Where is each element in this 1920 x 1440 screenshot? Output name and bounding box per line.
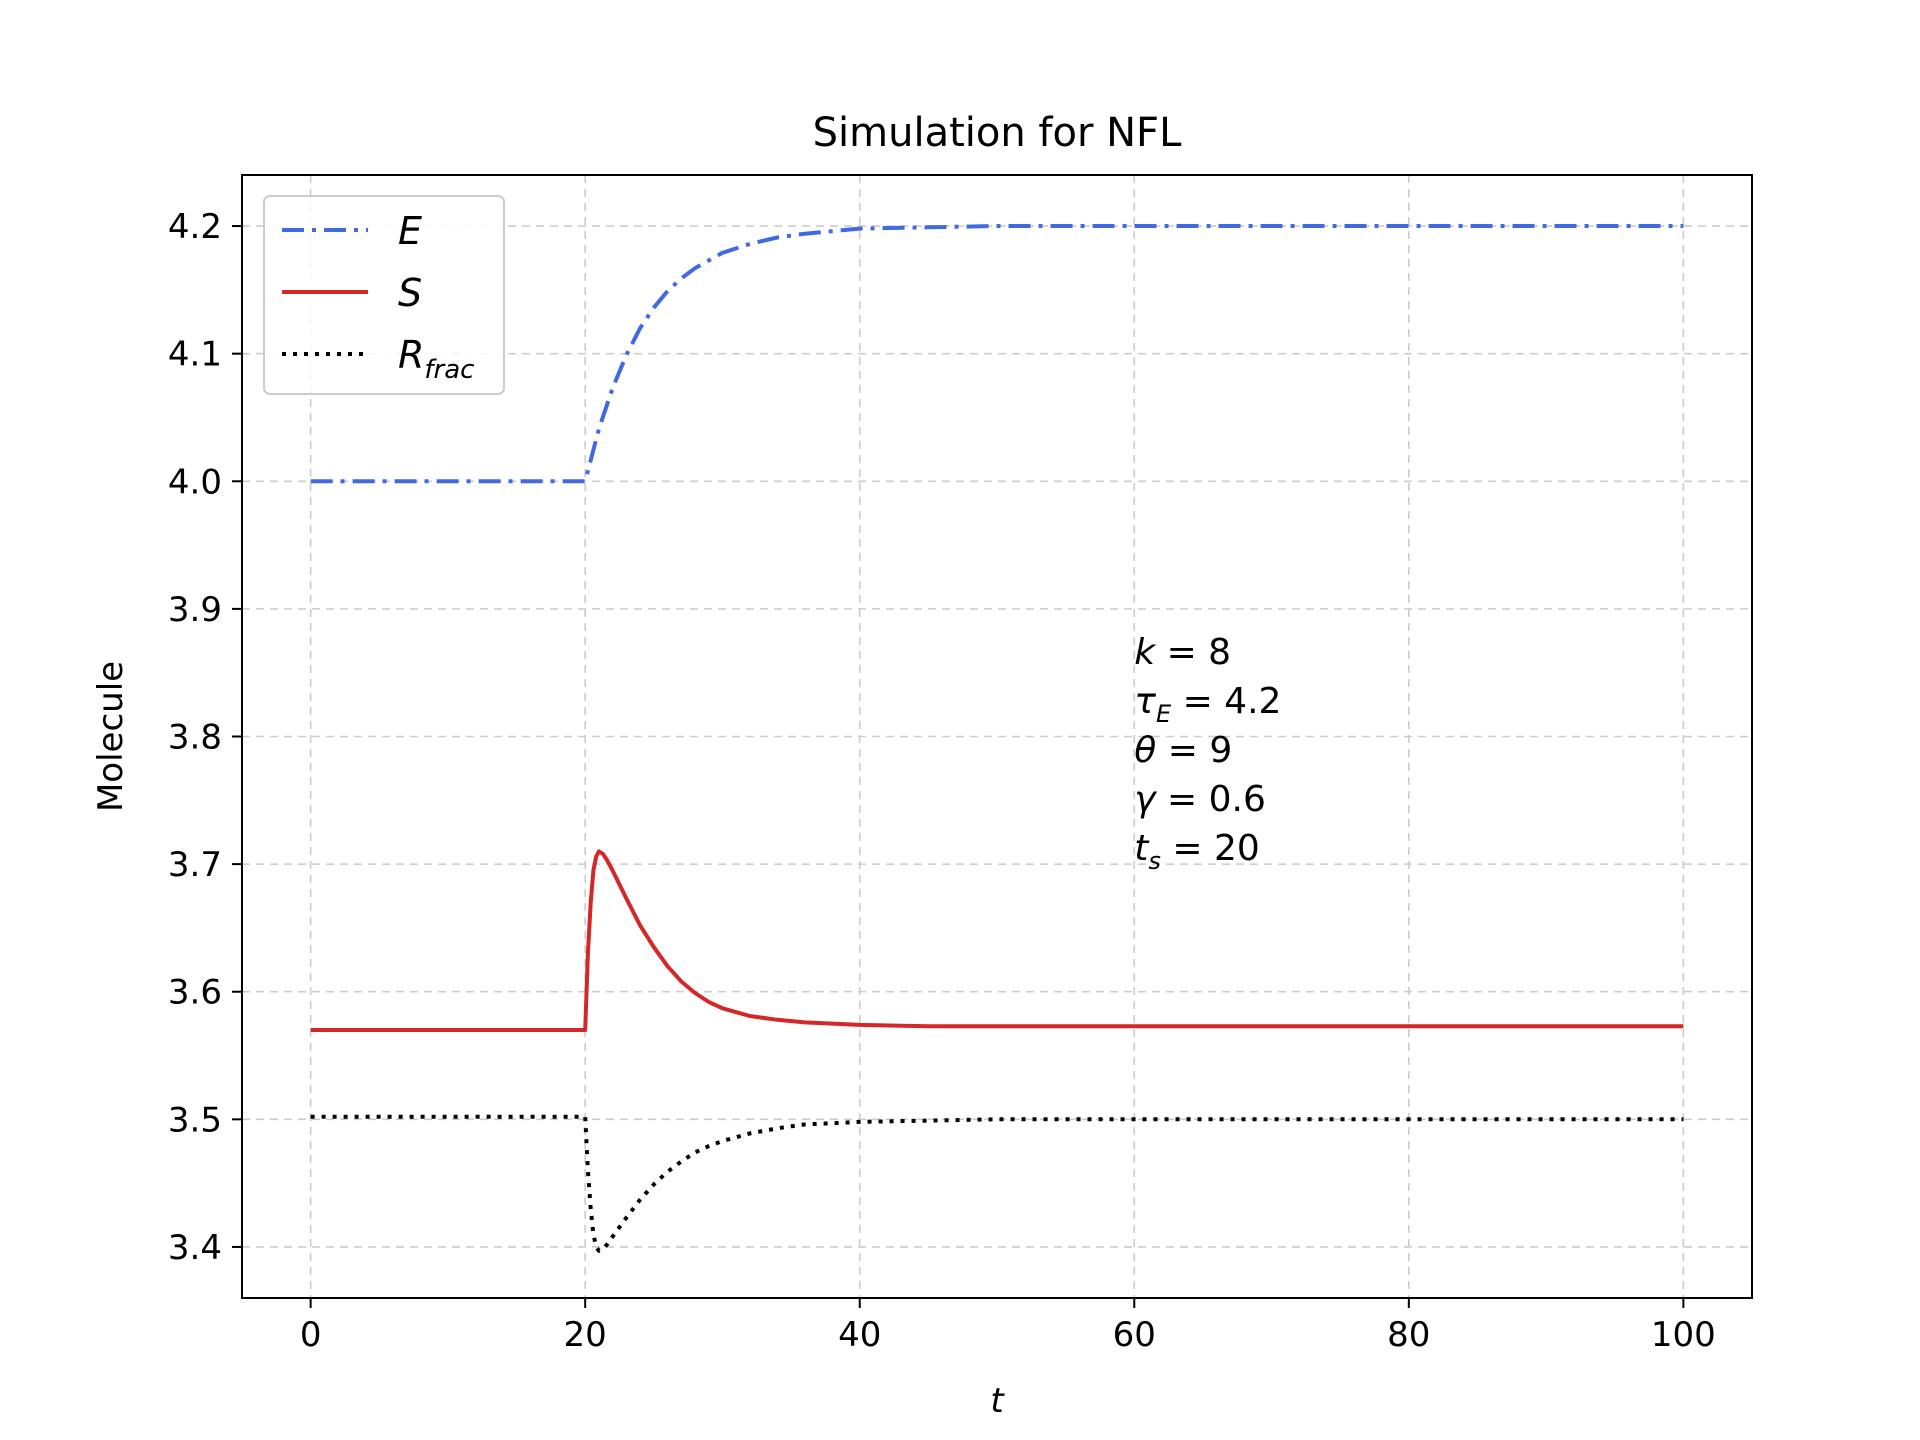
- x-tick-label: 0: [300, 1315, 322, 1355]
- x-tick-label: 40: [838, 1315, 881, 1355]
- parameter-annotation: k = 8 τE = 4.2θ = 9 γ = 0.6 ts = 20: [1134, 632, 1281, 875]
- parameter-line: γ = 0.6: [1134, 779, 1266, 820]
- axis-ticks: 0 20 40 60 80 100 3.4 3.5 3.6 3.7 3.8 3.9 4.0 4.1 4.2: [168, 207, 1716, 1355]
- y-tick-label: 3.5: [168, 1100, 222, 1140]
- parameter-line: τE = 4.2: [1134, 681, 1281, 728]
- y-axis-label: Molecule: [91, 661, 131, 812]
- x-tick-label: 100: [1651, 1315, 1716, 1355]
- legend-label: S: [398, 271, 422, 315]
- series-line-r-frac: [310, 1114, 1684, 1253]
- y-tick-label: 4.0: [168, 462, 222, 502]
- y-tick-label: 4.2: [168, 207, 222, 247]
- y-tick-label: 3.6: [168, 973, 222, 1013]
- series-line-s: [310, 849, 1684, 1032]
- y-tick-label: 3.9: [168, 590, 222, 630]
- x-tick-label: 20: [564, 1315, 607, 1355]
- x-axis-label: t: [990, 1381, 1005, 1421]
- y-tick-label: 4.1: [168, 335, 222, 375]
- grid: [242, 175, 1752, 1298]
- legend-label: E: [398, 209, 422, 253]
- y-tick-label: 3.8: [168, 718, 222, 758]
- legend-box: [263, 195, 505, 395]
- y-tick-label: 3.7: [168, 845, 222, 885]
- x-tick-label: 60: [1113, 1315, 1156, 1355]
- series-line-e: [310, 224, 1684, 484]
- parameter-line: ts = 20: [1134, 828, 1260, 875]
- chart-title: Simulation for NFL: [813, 110, 1182, 156]
- legend-label: Rfrac: [398, 333, 474, 385]
- y-tick-label: 3.4: [168, 1228, 222, 1268]
- x-tick-label: 80: [1387, 1315, 1430, 1355]
- legend: ES Rfrac: [263, 195, 505, 395]
- parameter-line: θ = 9: [1134, 730, 1232, 771]
- series-lines: [310, 224, 1684, 1253]
- parameter-line: k = 8: [1134, 632, 1231, 673]
